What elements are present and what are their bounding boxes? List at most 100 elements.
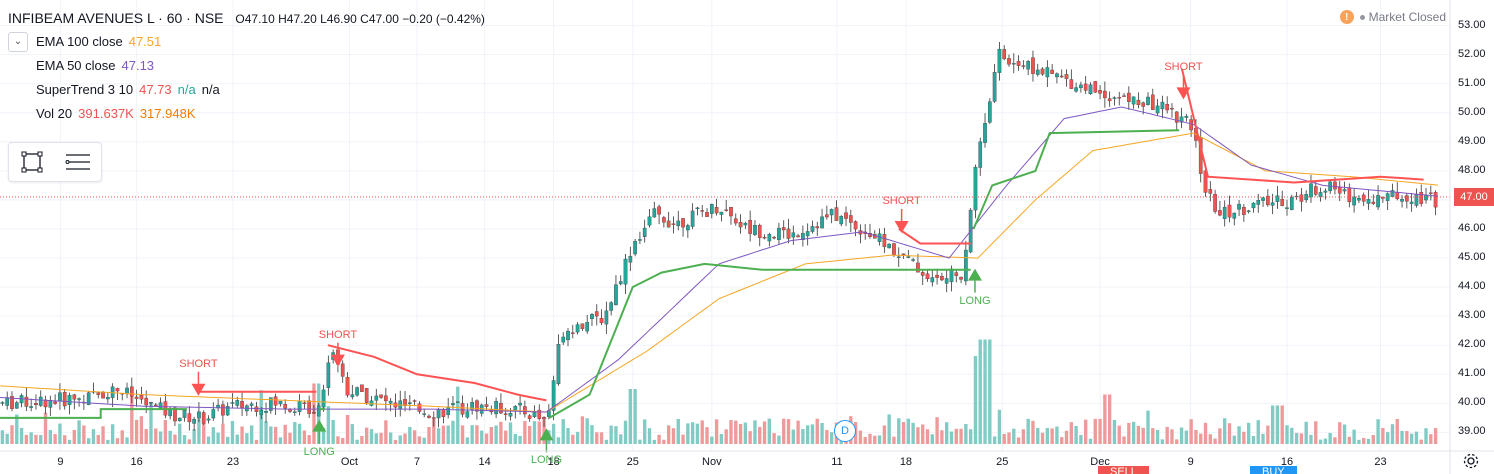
candle-body [1170, 107, 1174, 110]
volume-bar [197, 419, 201, 444]
candle-body [815, 226, 820, 229]
volume-bar [34, 434, 38, 444]
candle-body [791, 232, 796, 238]
candle-body [48, 399, 53, 408]
volume-bar [1270, 405, 1275, 444]
candle-body [1088, 84, 1093, 95]
volume-bar [86, 438, 91, 444]
volume-bar [1395, 418, 1399, 444]
volume-bar [734, 420, 738, 444]
candle-body [1213, 194, 1217, 212]
volume-bar [1309, 434, 1313, 444]
price-tick-label: 41.00 [1458, 367, 1486, 380]
indicator-ema50[interactable]: EMA 50 close 47.13 [8, 54, 485, 78]
price-tick-label: 42.00 [1458, 338, 1486, 351]
volume-bar [1026, 418, 1030, 444]
volume-bar [1175, 439, 1179, 444]
volume-bar [451, 420, 455, 444]
volume-bar [0, 430, 5, 444]
dividend-marker[interactable]: D [834, 420, 856, 442]
indicator-supertrend[interactable]: SuperTrend 3 10 47.73 n/a n/a [8, 78, 485, 102]
warning-icon[interactable]: ! [1339, 10, 1354, 24]
volume-bar [106, 439, 110, 444]
volume-bar [1141, 427, 1145, 444]
candle-body [1289, 196, 1294, 211]
candle-body [1414, 194, 1419, 206]
volume-bar [782, 418, 786, 444]
candle-body [609, 302, 613, 311]
time-tick-label: 23 [1374, 456, 1387, 468]
volume-bar [959, 428, 963, 444]
volume-bar [39, 435, 43, 444]
candle-body [1165, 104, 1170, 111]
candle-body [29, 406, 33, 408]
collapse-chevron-icon[interactable]: ⌄ [8, 32, 28, 52]
volume-bar [681, 434, 685, 444]
market-status[interactable]: ! Market Closed [1339, 10, 1446, 24]
candle-body [5, 397, 10, 406]
volume-bar [403, 433, 407, 444]
candle-body [805, 231, 810, 237]
volume-bar [743, 422, 748, 444]
long-arrow-icon [539, 428, 554, 441]
volume-bar [465, 437, 470, 444]
legend: INFIBEAM AVENUES L · 60 · NSE O47.10 H47… [8, 8, 485, 126]
volume-bar [729, 419, 733, 444]
volume-bar [1151, 428, 1155, 444]
candle-body [427, 415, 431, 418]
candle-body [594, 311, 599, 317]
volume-bar [77, 420, 81, 444]
candle-body [503, 413, 508, 415]
volume-bar [1036, 427, 1040, 444]
price-tick-label: 39.00 [1458, 425, 1486, 438]
candle-body [1285, 207, 1289, 209]
volume-bar [293, 422, 297, 444]
volume-bar [1347, 436, 1352, 444]
candle-body [724, 209, 729, 211]
volume-bar [825, 429, 829, 444]
select-rect-icon[interactable] [9, 143, 55, 181]
candle-body [757, 225, 762, 238]
supertrend-segment [972, 129, 1180, 230]
candle-body [786, 228, 791, 239]
buy-tab[interactable]: BUY [1250, 466, 1297, 474]
volume-bar [384, 420, 388, 444]
candle-body [743, 222, 748, 226]
candle-body [388, 400, 393, 404]
volume-bar [43, 412, 48, 444]
long-signal-label: LONG [303, 445, 335, 458]
sell-tab[interactable]: SELL [1098, 466, 1149, 474]
symbol-header[interactable]: INFIBEAM AVENUES L · 60 · NSE O47.10 H47… [8, 8, 485, 28]
volume-bar [566, 428, 570, 444]
candle-body [1021, 65, 1026, 67]
volume-bar [532, 421, 537, 444]
volume-bar [388, 432, 393, 444]
volume-bar [887, 414, 891, 444]
volume-bar [1160, 439, 1165, 444]
volume-bar [590, 425, 594, 444]
volume-bar [1246, 422, 1251, 444]
volume-bar [1424, 428, 1428, 444]
candle-body [1237, 203, 1241, 210]
candle-body [345, 377, 350, 396]
volume-bar [700, 420, 704, 444]
candle-body [1405, 195, 1409, 202]
volume-bar [1366, 438, 1371, 444]
candle-body [925, 273, 930, 280]
time-tick-label: 23 [226, 456, 240, 468]
settings-gear-icon[interactable] [1462, 452, 1480, 470]
candle-body [1309, 183, 1313, 198]
menu-lines-icon[interactable] [55, 143, 101, 181]
time-tick-label: Oct [340, 456, 358, 468]
candle-body [772, 236, 776, 239]
volume-bar [1170, 429, 1174, 444]
volume-bar [585, 418, 589, 444]
symbol-title[interactable]: INFIBEAM AVENUES L · 60 · NSE [8, 10, 224, 26]
indicator-ema100[interactable]: ⌄ EMA 100 close 47.51 [8, 30, 485, 54]
volume-bar [935, 417, 939, 444]
volume-bar [206, 436, 211, 444]
indicator-volume[interactable]: Vol 20 391.637K 317.948K [8, 102, 485, 126]
candle-body [1035, 69, 1040, 75]
candle-body [848, 215, 853, 223]
